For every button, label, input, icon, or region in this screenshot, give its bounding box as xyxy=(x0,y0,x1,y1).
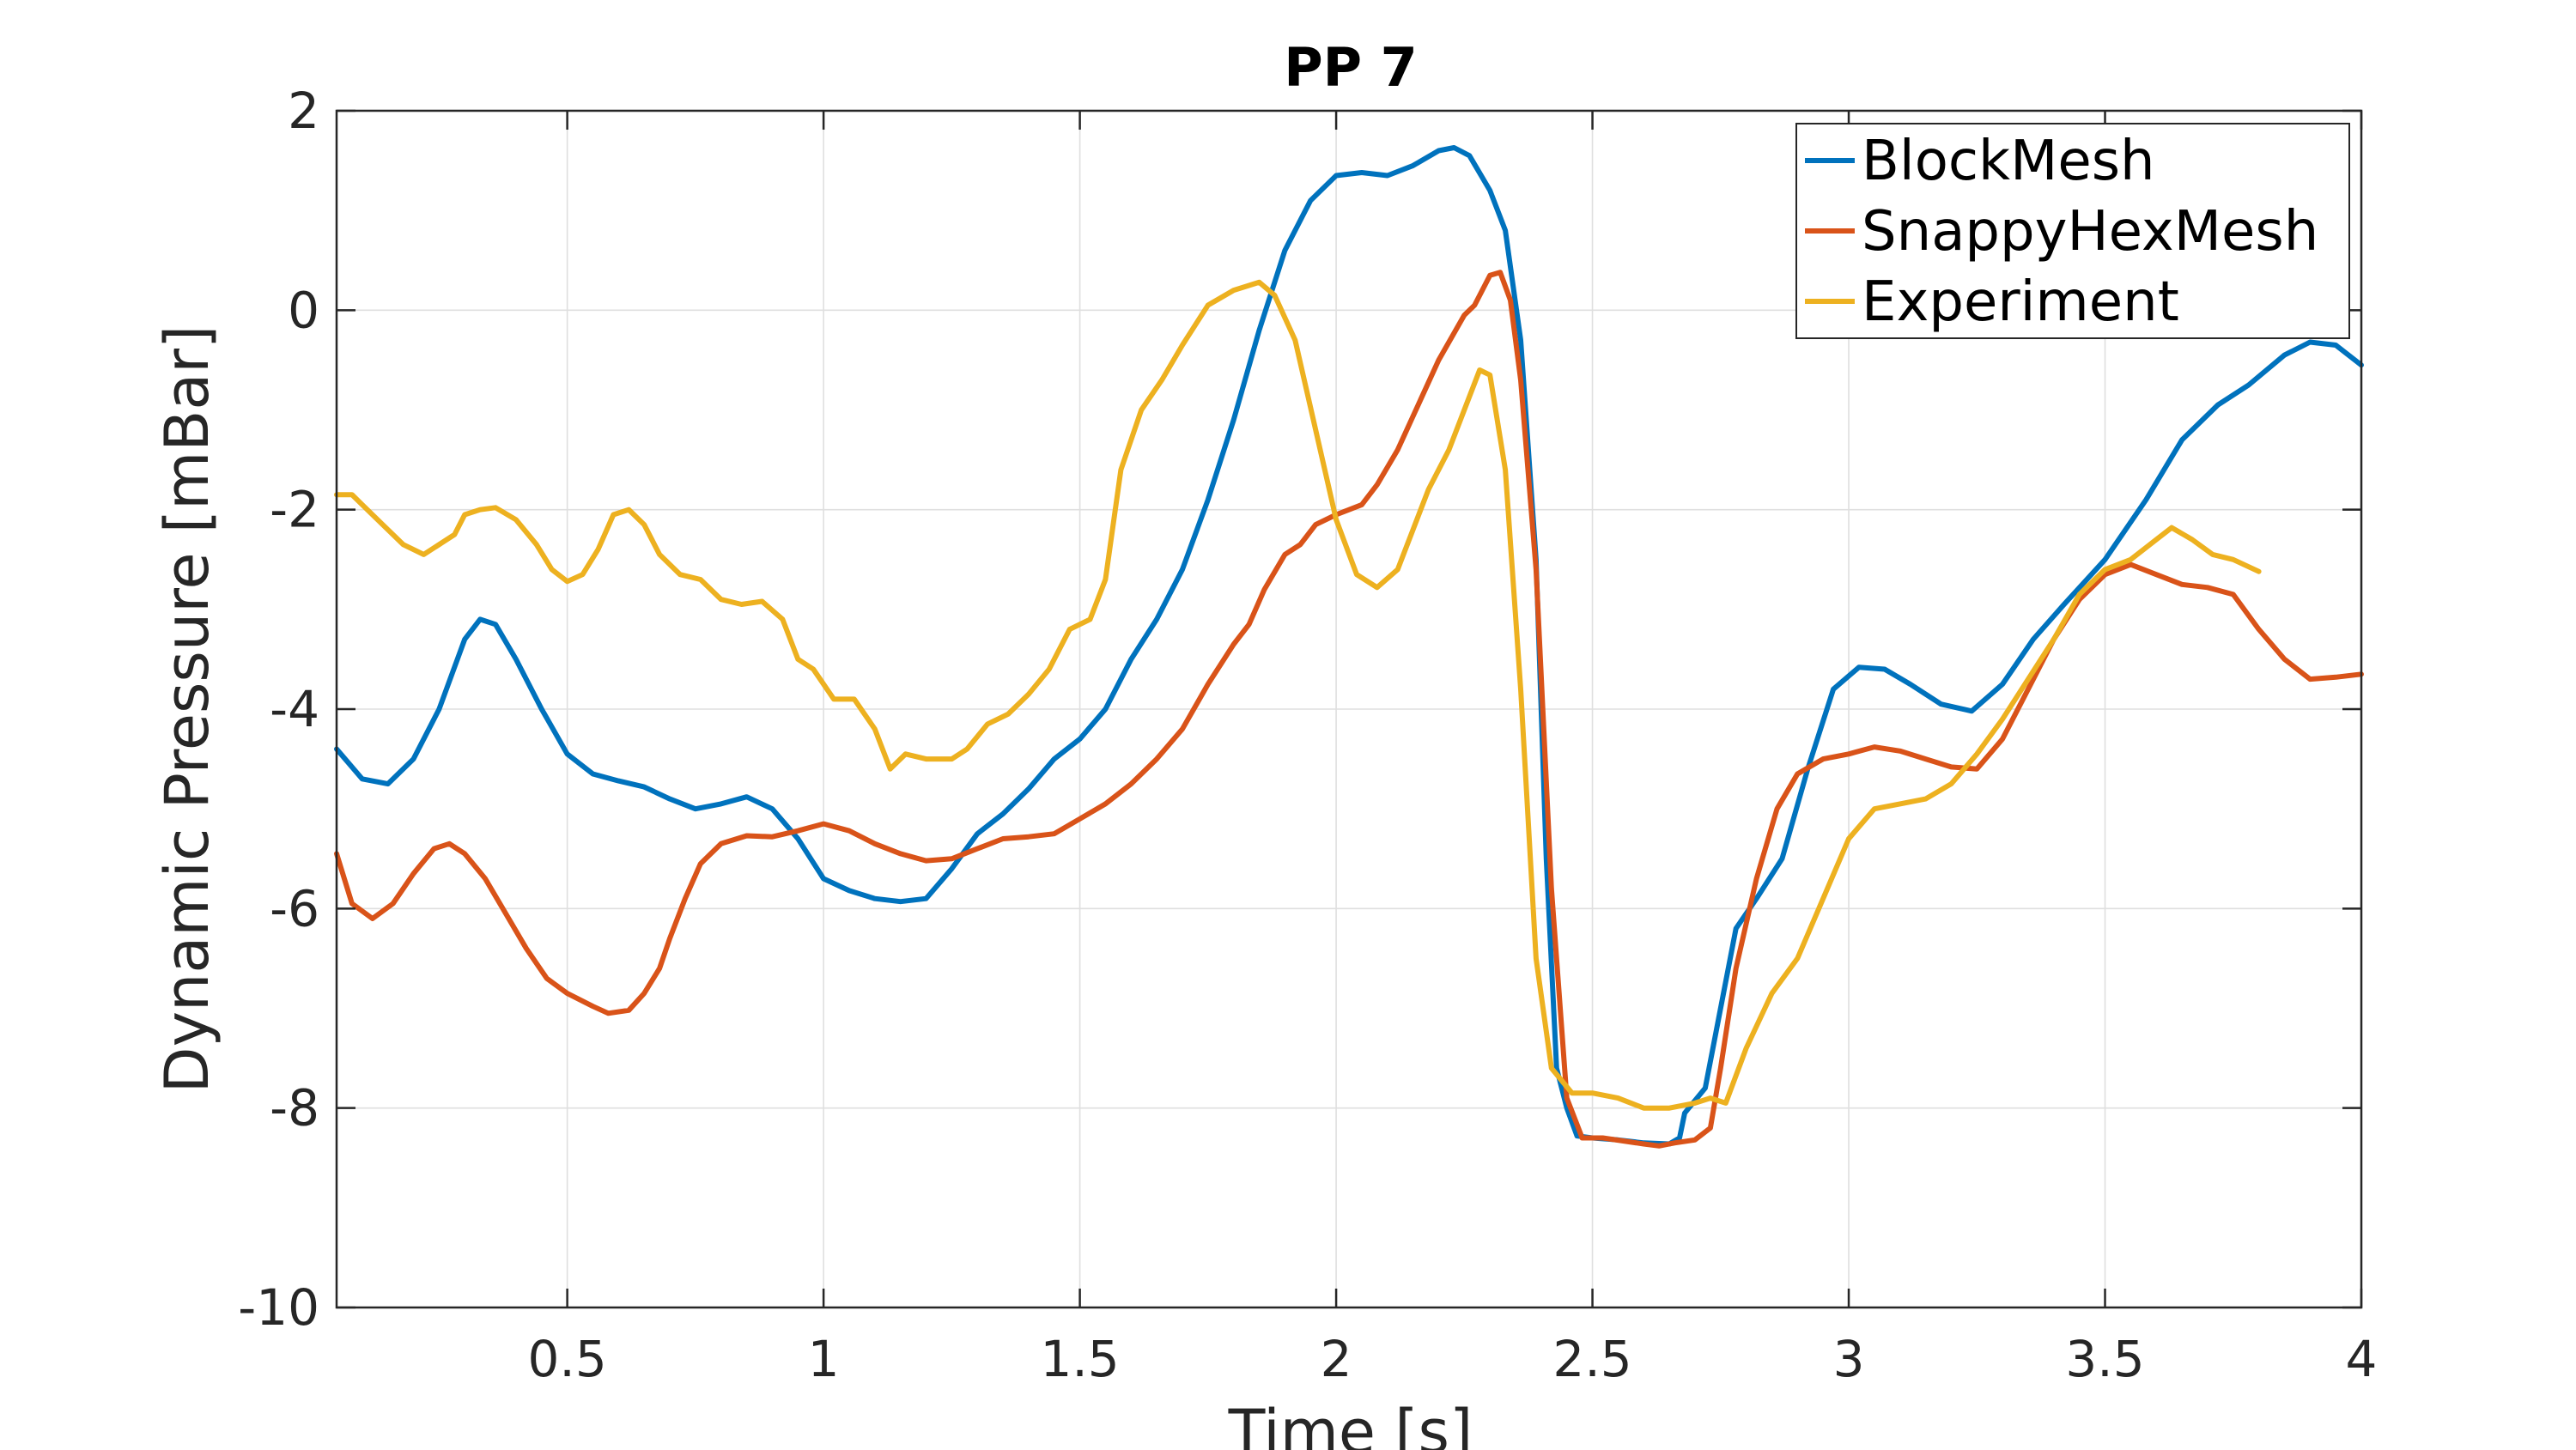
legend-entry: Experiment xyxy=(1805,270,2179,334)
x-tick-label: 1 xyxy=(808,1330,840,1388)
legend-label-snappyhexmesh: SnappyHexMesh xyxy=(1862,200,2318,264)
series-line-snappyhexmesh xyxy=(334,270,2364,1149)
series-line-experiment xyxy=(334,279,2262,1111)
legend-entry: BlockMesh xyxy=(1805,130,2155,193)
y-tick-label: -10 xyxy=(238,1278,319,1337)
y-tick-label: -2 xyxy=(270,481,319,539)
legend-box xyxy=(1795,123,2350,339)
tick-labels: 0.5 1 1.5 2 2.5 3 3.5 4 -10 -8 -6 -4 -2 0 2 xyxy=(238,82,2377,1388)
x-axis-label: Time [s] xyxy=(1228,1397,1473,1450)
legend-label-experiment: Experiment xyxy=(1862,270,2179,334)
legend: BlockMesh SnappyHexMesh Experiment xyxy=(1795,123,2350,339)
x-tick-label: 2.5 xyxy=(1552,1330,1631,1388)
x-tick-label: 3.5 xyxy=(2065,1330,2144,1388)
axis-ticks xyxy=(337,109,2363,1309)
legend-entry: SnappyHexMesh xyxy=(1805,200,2318,264)
series-line-blockmesh xyxy=(334,145,2364,1147)
x-tick-label: 4 xyxy=(2346,1330,2378,1388)
y-tick-label: -6 xyxy=(270,879,319,937)
chart-title: PP 7 xyxy=(1284,36,1418,99)
x-tick-label: 0.5 xyxy=(528,1330,607,1388)
legend-label-blockmesh: BlockMesh xyxy=(1862,130,2155,193)
y-tick-label: 0 xyxy=(288,281,319,339)
x-tick-label: 2 xyxy=(1321,1330,1352,1388)
y-axis-label: Dynamic Pressure [mBar] xyxy=(152,325,222,1094)
y-tick-label: -4 xyxy=(270,680,319,738)
x-tick-label: 1.5 xyxy=(1040,1330,1119,1388)
y-tick-label: -8 xyxy=(270,1079,319,1138)
y-tick-label: 2 xyxy=(288,82,319,140)
x-tick-label: 3 xyxy=(1833,1330,1865,1388)
series-layer xyxy=(334,145,2364,1149)
